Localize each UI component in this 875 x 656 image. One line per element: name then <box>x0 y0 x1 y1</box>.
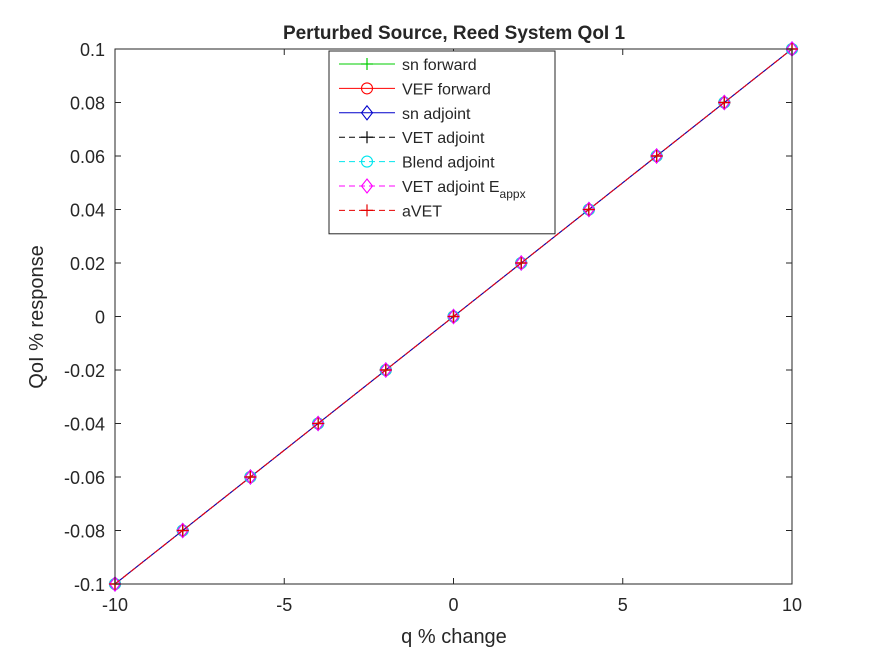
series-avet <box>109 43 798 590</box>
y-axis-label: QoI % response <box>26 245 48 388</box>
legend-marker-sn-adjoint <box>360 104 374 121</box>
y-tick-label: 0.06 <box>70 147 105 167</box>
data-point-avet <box>515 257 528 269</box>
x-tick-label: 10 <box>782 595 802 615</box>
legend-marker-sn-forward <box>361 58 373 70</box>
y-tick-label: -0.02 <box>64 361 105 381</box>
series-layer <box>108 41 799 592</box>
data-point-avet <box>718 96 731 109</box>
chart-title: Perturbed Source, Reed System QoI 1 <box>283 23 626 44</box>
y-tick-label: 0.02 <box>70 254 105 274</box>
x-tick-label: -10 <box>102 595 128 615</box>
y-tick-label: -0.08 <box>64 522 105 542</box>
legend-label: VEF forward <box>402 81 491 98</box>
y-tick-label: 0.1 <box>80 40 105 60</box>
legend-marker-vet-adjoint <box>361 131 373 144</box>
data-point-avet <box>650 150 663 162</box>
y-tick-label: -0.04 <box>64 415 105 435</box>
x-axis-label: q % change <box>401 626 507 648</box>
legend-label: sn forward <box>402 57 477 74</box>
legend-entry-vet-adjoint: VET adjoint <box>339 130 485 147</box>
x-tick-label: -5 <box>276 595 292 615</box>
legend-marker-vet-adjoint-eappx <box>360 178 374 194</box>
x-tick-label: 5 <box>618 595 628 615</box>
legend-label: aVET <box>402 203 442 220</box>
legend-label: Blend adjoint <box>402 155 495 172</box>
legend-entry-blend-adjoint: Blend adjoint <box>339 155 495 172</box>
legend-marker-blend-adjoint <box>360 155 374 168</box>
y-tick-label: 0 <box>95 308 105 328</box>
legend-marker-vef-forward <box>360 82 374 95</box>
y-tick-label: 0.04 <box>70 201 105 221</box>
legend-label: VET adjoint <box>402 130 485 147</box>
legend: sn forward VEF forward sn adjoint VET adjoi… <box>328 50 556 235</box>
legend-entry-avet: aVET <box>339 203 442 220</box>
y-tick-label: -0.06 <box>64 468 105 488</box>
data-point-avet <box>312 417 325 430</box>
data-point-vet-adjoint-eappx <box>379 362 392 378</box>
axes-layer: -10 -5 0 5 10 -0.1 -0.08 -0.06 -0.04 -0.02 0 0.02 0.… <box>64 40 802 615</box>
legend-label: VET adjoint Eappx <box>402 179 526 201</box>
x-tick-label: 0 <box>448 595 458 615</box>
data-point-avet <box>447 310 460 323</box>
legend-entry-sn-forward: sn forward <box>339 57 477 74</box>
data-point-vet-adjoint-eappx <box>582 201 596 218</box>
y-tick-label: -0.1 <box>74 575 105 595</box>
legend-entry-vet-adjoint-eappx: VET adjoint Eappx <box>339 178 526 201</box>
data-point-avet <box>582 203 595 216</box>
y-tick-label: 0.08 <box>70 94 105 114</box>
data-point-avet <box>244 471 257 483</box>
data-point-avet <box>379 364 392 376</box>
legend-label: sn adjoint <box>402 106 471 123</box>
data-point-vet-adjoint-eappx <box>244 469 257 485</box>
legend-marker-avet <box>361 204 373 217</box>
legend-entry-vef-forward: VEF forward <box>339 81 491 98</box>
data-point-avet <box>176 524 189 537</box>
legend-entry-sn-adjoint: sn adjoint <box>339 104 471 123</box>
